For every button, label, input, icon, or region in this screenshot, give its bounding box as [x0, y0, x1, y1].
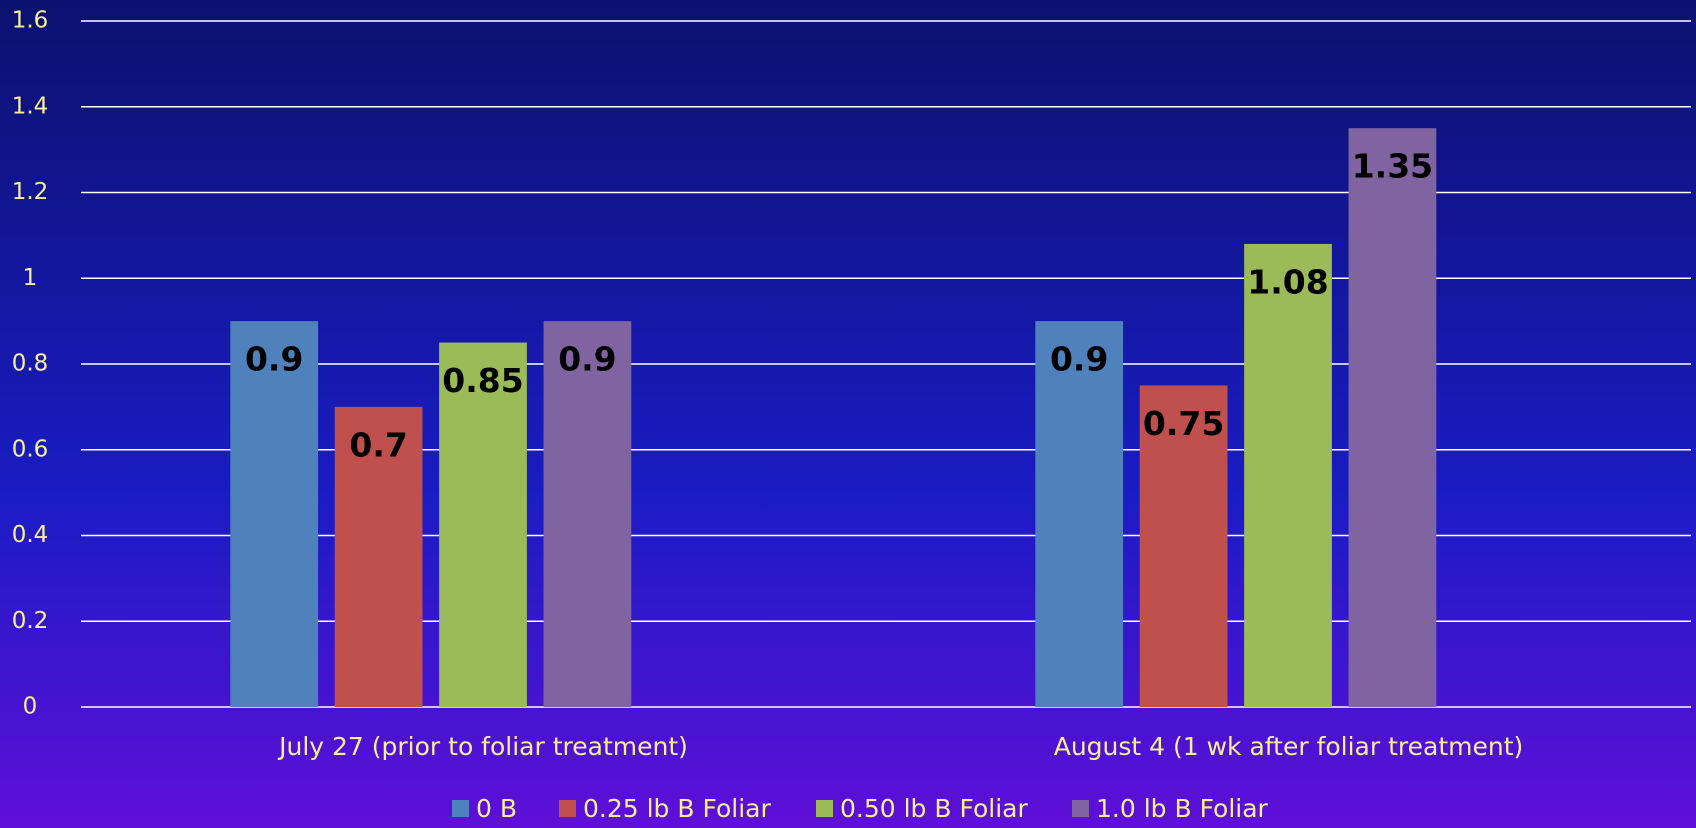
- data-label: 0.9: [1050, 340, 1108, 379]
- data-label: 0.9: [245, 340, 303, 379]
- data-label: 0.9: [558, 340, 616, 379]
- legend-swatch: [559, 800, 576, 817]
- legend-label: 0 B: [476, 794, 517, 823]
- legend-swatch: [816, 800, 833, 817]
- bar: [1348, 128, 1437, 707]
- bar: [543, 321, 632, 707]
- y-tick-label: 1.6: [12, 8, 49, 34]
- y-tick-label: 0.8: [12, 351, 49, 377]
- legend-swatch: [452, 800, 469, 817]
- legend-label: 0.50 lb B Foliar: [840, 794, 1028, 823]
- y-tick-label: 1: [23, 265, 38, 291]
- bar: [334, 406, 423, 707]
- bar: [439, 342, 527, 707]
- bar: [230, 321, 319, 707]
- y-tick-label: 0: [23, 694, 38, 720]
- bar: [1035, 321, 1124, 707]
- bar: [1139, 385, 1228, 707]
- x-tick-label: July 27 (prior to foliar treatment): [277, 732, 688, 761]
- legend-label: 0.25 lb B Foliar: [583, 794, 771, 823]
- data-label: 0.75: [1143, 404, 1224, 443]
- y-tick-label: 0.2: [12, 608, 49, 634]
- y-tick-label: 1.2: [12, 179, 49, 205]
- bar: [1244, 243, 1332, 707]
- legend-swatch: [1072, 800, 1089, 817]
- y-tick-label: 0.4: [12, 522, 49, 548]
- data-label: 0.85: [442, 361, 523, 400]
- data-label: 0.7: [349, 425, 407, 464]
- data-label: 1.35: [1352, 147, 1433, 186]
- x-tick-label: August 4 (1 wk after foliar treatment): [1054, 732, 1524, 761]
- legend-label: 1.0 lb B Foliar: [1096, 794, 1269, 823]
- data-label: 1.08: [1247, 262, 1328, 301]
- y-tick-label: 1.4: [12, 93, 49, 119]
- y-tick-label: 0.6: [12, 436, 49, 462]
